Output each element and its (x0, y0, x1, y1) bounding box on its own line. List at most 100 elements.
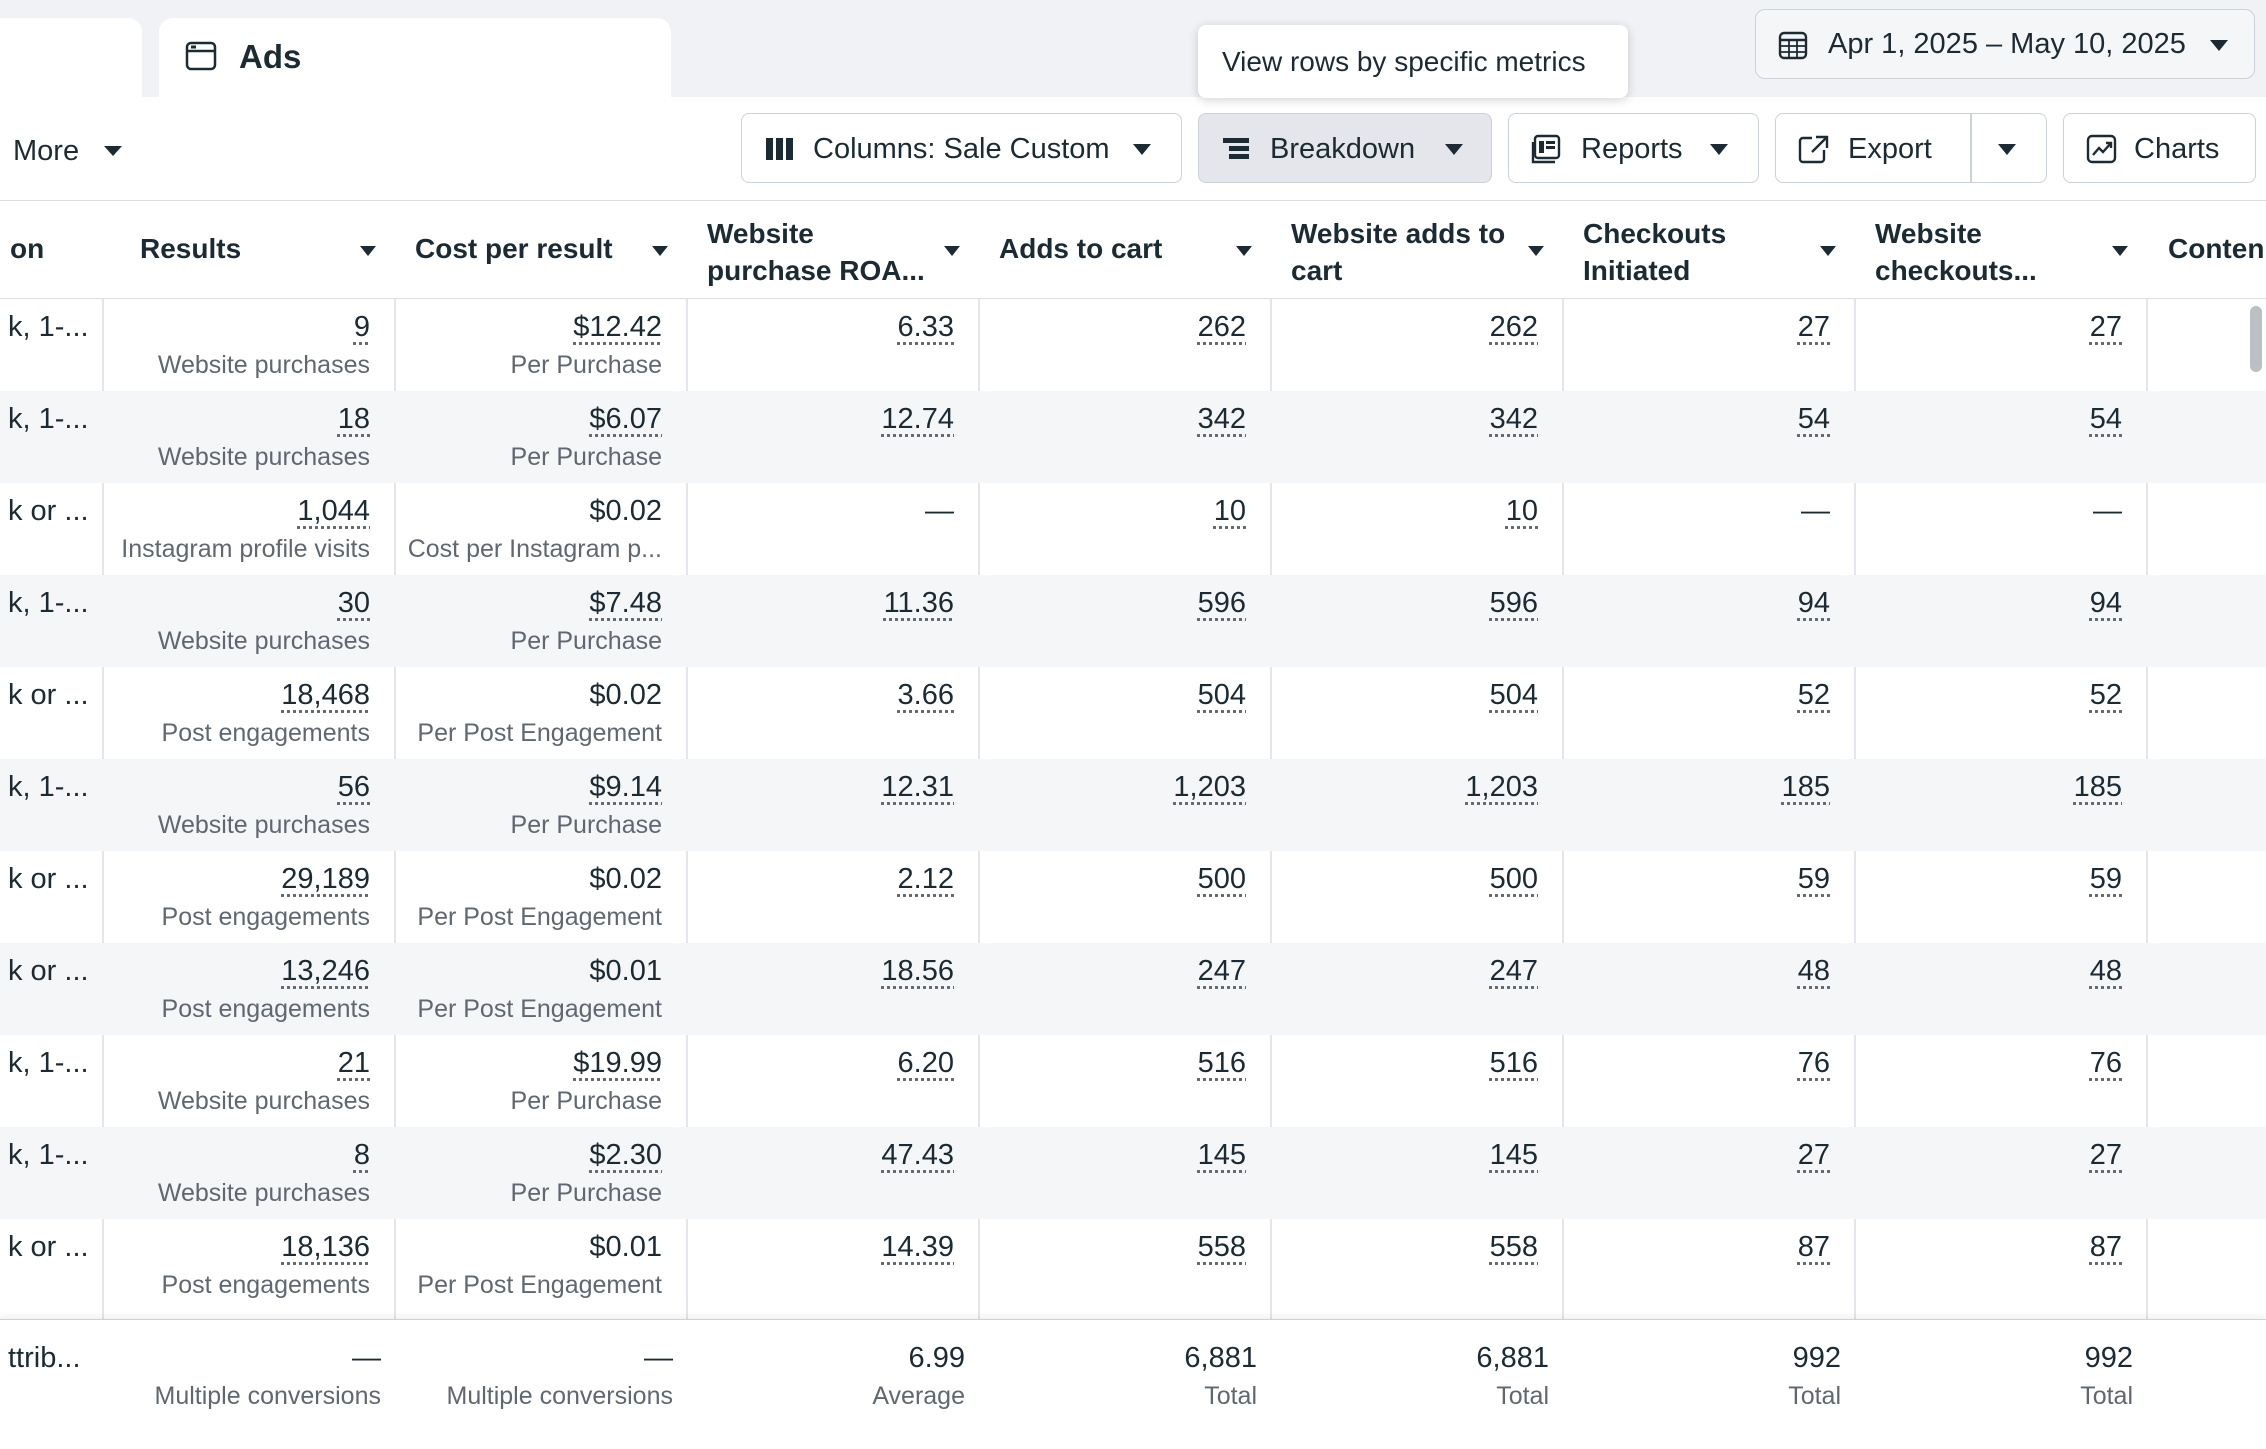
cell-value-watc[interactable]: 500 (1490, 863, 1538, 896)
cell-value-cost[interactable]: $12.42 (573, 311, 662, 344)
row-name-cell[interactable]: k, 1-... (0, 575, 102, 667)
cell-value-roas[interactable]: 18.56 (881, 955, 954, 988)
cell-value-results[interactable]: 1,044 (297, 495, 370, 528)
cell-value-atc[interactable]: 1,203 (1173, 771, 1246, 804)
sort-chevron-icon[interactable] (944, 246, 960, 256)
sort-chevron-icon[interactable] (652, 246, 668, 256)
tab-previous-level[interactable] (0, 18, 142, 97)
cell-value-watc[interactable]: 342 (1490, 403, 1538, 436)
cell-value-results[interactable]: 18 (338, 403, 370, 436)
table-row[interactable]: k, 1-... 30 Website purchases $7.48 Per Purc… (0, 575, 2266, 667)
more-caret-icon[interactable] (104, 146, 122, 156)
table-row[interactable]: k, 1-... 56 Website purchases $9.14 Per Purc… (0, 759, 2266, 851)
cell-value-wc[interactable]: 27 (2090, 1139, 2122, 1172)
cell-value-ci[interactable]: 48 (1798, 955, 1830, 988)
row-name-cell[interactable]: k, 1-... (0, 1035, 102, 1127)
cell-value-ci[interactable]: 59 (1798, 863, 1830, 896)
charts-button[interactable]: Charts (2063, 113, 2256, 183)
cell-value-roas[interactable]: 14.39 (881, 1231, 954, 1264)
cell-value-atc[interactable]: 516 (1198, 1047, 1246, 1080)
row-name-cell[interactable]: k or ... (0, 483, 102, 575)
cell-value-results[interactable]: 8 (354, 1139, 370, 1172)
table-row[interactable]: k, 1-... 8 Website purchases $2.30 Per Purch… (0, 1127, 2266, 1219)
cell-value-atc[interactable]: 247 (1198, 955, 1246, 988)
cell-value-watc[interactable]: 504 (1490, 679, 1538, 712)
cell-value-atc[interactable]: 596 (1198, 587, 1246, 620)
sort-chevron-icon[interactable] (1528, 246, 1544, 256)
cell-value-wc[interactable]: 54 (2090, 403, 2122, 436)
cell-value-roas[interactable]: 6.33 (898, 311, 954, 344)
sort-chevron-icon[interactable] (1236, 246, 1252, 256)
table-row[interactable]: k or ... 29,189 Post engagements $0.02 Per P… (0, 851, 2266, 943)
cell-value-atc[interactable]: 262 (1198, 311, 1246, 344)
column-header-content[interactable]: Conten (2146, 201, 2266, 299)
cell-value-cost[interactable]: $6.07 (589, 403, 662, 436)
sort-chevron-icon[interactable] (1820, 246, 1836, 256)
column-header-name[interactable]: on (0, 201, 102, 299)
cell-value-atc[interactable]: 145 (1198, 1139, 1246, 1172)
table-row[interactable]: k or ... 18,468 Post engagements $0.02 Per P… (0, 667, 2266, 759)
table-row[interactable]: k or ... 18,136 Post engagements $0.01 Per P… (0, 1219, 2266, 1311)
cell-value-wc[interactable]: 76 (2090, 1047, 2122, 1080)
cell-value-roas[interactable]: 11.36 (884, 587, 954, 620)
export-button[interactable]: Export (1776, 114, 1970, 182)
cell-value-roas[interactable]: 12.31 (881, 771, 954, 804)
breakdown-button[interactable]: Breakdown (1198, 113, 1492, 183)
row-name-cell[interactable]: k, 1-... (0, 759, 102, 851)
cell-value-cost[interactable]: $2.30 (589, 1139, 662, 1172)
cell-value-ci[interactable]: 27 (1798, 311, 1830, 344)
cell-value-wc[interactable]: 27 (2090, 311, 2122, 344)
cell-value-atc[interactable]: 500 (1198, 863, 1246, 896)
cell-value-ci[interactable]: 185 (1782, 771, 1830, 804)
cell-value-results[interactable]: 18,136 (281, 1231, 370, 1264)
cell-value-results[interactable]: 9 (354, 311, 370, 344)
cell-value-watc[interactable]: 10 (1506, 495, 1538, 528)
cell-value-watc[interactable]: 558 (1490, 1231, 1538, 1264)
cell-value-watc[interactable]: 596 (1490, 587, 1538, 620)
cell-value-roas[interactable]: 3.66 (898, 679, 954, 712)
cell-value-results[interactable]: 30 (338, 587, 370, 620)
column-header-adds-to-cart[interactable]: Adds to cart (978, 201, 1270, 299)
table-row[interactable]: k, 1-... 21 Website purchases $19.99 Per Pur… (0, 1035, 2266, 1127)
cell-value-roas[interactable]: 47.43 (881, 1139, 954, 1172)
cell-value-watc[interactable]: 247 (1490, 955, 1538, 988)
cell-value-roas[interactable]: 2.12 (898, 863, 954, 896)
cell-value-atc[interactable]: 504 (1198, 679, 1246, 712)
cell-value-wc[interactable]: 185 (2074, 771, 2122, 804)
row-name-cell[interactable]: k, 1-... (0, 1127, 102, 1219)
table-row[interactable]: k, 1-... 18 Website purchases $6.07 Per Purc… (0, 391, 2266, 483)
cell-value-watc[interactable]: 262 (1490, 311, 1538, 344)
cell-value-roas[interactable]: 6.20 (898, 1047, 954, 1080)
cell-value-roas[interactable]: 12.74 (881, 403, 954, 436)
table-row[interactable]: k or ... 1,044 Instagram profile visits $0.… (0, 483, 2266, 575)
cell-value-ci[interactable]: 87 (1798, 1231, 1830, 1264)
row-name-cell[interactable]: k, 1-... (0, 299, 102, 391)
column-header-website-checkouts[interactable]: Website checkouts... (1854, 201, 2146, 299)
sort-chevron-icon[interactable] (2112, 246, 2128, 256)
reports-button[interactable]: Reports (1508, 113, 1759, 183)
date-range-picker[interactable]: Apr 1, 2025 – May 10, 2025 (1755, 9, 2255, 79)
cell-value-wc[interactable]: 87 (2090, 1231, 2122, 1264)
cell-value-wc[interactable]: 52 (2090, 679, 2122, 712)
cell-value-ci[interactable]: 27 (1798, 1139, 1830, 1172)
cell-value-results[interactable]: 18,468 (281, 679, 370, 712)
column-header-cost-per-result[interactable]: Cost per result (394, 201, 686, 299)
cell-value-ci[interactable]: 54 (1798, 403, 1830, 436)
column-header-website-purchase-roas[interactable]: Website purchase ROA... (686, 201, 978, 299)
cell-value-wc[interactable]: 59 (2090, 863, 2122, 896)
export-dropdown-chevron-icon[interactable] (1998, 144, 2016, 155)
cell-value-ci[interactable]: 94 (1798, 587, 1830, 620)
cell-value-atc[interactable]: 558 (1198, 1231, 1246, 1264)
table-row[interactable]: k, 1-... 9 Website purchases $12.42 Per Purc… (0, 299, 2266, 391)
sort-chevron-icon[interactable] (360, 246, 376, 256)
vertical-scrollbar-thumb[interactable] (2250, 306, 2262, 372)
columns-button[interactable]: Columns: Sale Custom (741, 113, 1182, 183)
more-button[interactable]: More (13, 135, 79, 168)
column-header-checkouts-initiated[interactable]: Checkouts Initiated (1562, 201, 1854, 299)
cell-value-wc[interactable]: 94 (2090, 587, 2122, 620)
cell-value-results[interactable]: 13,246 (281, 955, 370, 988)
row-name-cell[interactable]: k or ... (0, 667, 102, 759)
cell-value-results[interactable]: 21 (338, 1047, 370, 1080)
cell-value-watc[interactable]: 145 (1490, 1139, 1538, 1172)
cell-value-ci[interactable]: 52 (1798, 679, 1830, 712)
